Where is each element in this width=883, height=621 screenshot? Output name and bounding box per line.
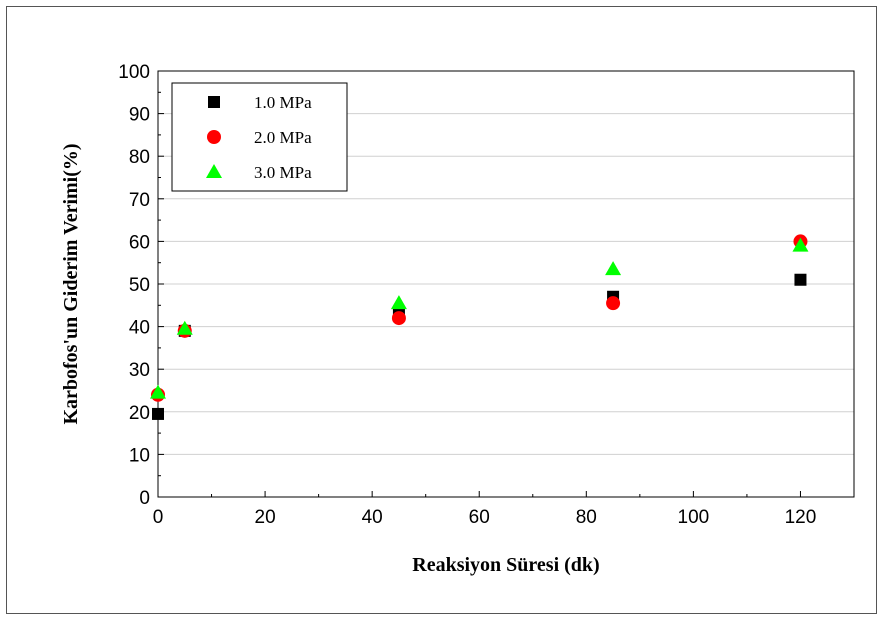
y-tick-label: 0 xyxy=(139,488,150,509)
data-points xyxy=(150,234,809,420)
legend-marker-series-3 xyxy=(206,164,222,178)
y-tick-label: 80 xyxy=(129,147,150,168)
y-tick-label: 20 xyxy=(129,403,150,424)
legend-box xyxy=(171,82,348,192)
data-point-series-3 xyxy=(792,237,809,252)
x-tick-label: 40 xyxy=(362,507,383,528)
data-point-series-1 xyxy=(152,407,164,420)
data-point-series-2 xyxy=(606,296,621,311)
data-point-series-3 xyxy=(605,261,622,276)
y-axis-title: Karbofos'un Giderim Verimi(%) xyxy=(60,143,82,424)
y-tick-label: 10 xyxy=(129,445,150,466)
gridlines xyxy=(158,113,854,455)
scatter-chart: 0 10 20 30 40 50 60 70 80 90 100 0 20 40 60 80 100 120 Re… xyxy=(60,62,855,576)
x-tick-label: 80 xyxy=(576,507,597,528)
x-tick-label: 0 xyxy=(153,507,164,528)
x-tick-label: 120 xyxy=(785,507,817,528)
legend: 1.0 MPa 2.0 MPa 3.0 MPa xyxy=(171,82,348,192)
x-axis-title: Reaksiyon Süresi (dk) xyxy=(412,554,599,576)
data-point-series-3 xyxy=(390,295,407,310)
y-tick-label: 60 xyxy=(129,232,150,253)
y-tick-label: 100 xyxy=(118,62,150,83)
x-tick-label: 100 xyxy=(678,507,710,528)
legend-label: 2.0 MPa xyxy=(254,128,312,147)
legend-marker-series-2 xyxy=(207,130,221,144)
y-tick-label: 30 xyxy=(129,360,150,381)
data-point-series-3 xyxy=(176,320,193,335)
y-tick-label: 50 xyxy=(129,275,150,296)
x-tick-label: 20 xyxy=(255,507,276,528)
data-point-series-2 xyxy=(391,311,406,326)
y-tick-label: 40 xyxy=(129,318,150,339)
axis-ticks: 0 10 20 30 40 50 60 70 80 90 100 0 20 40 60 80 100 120 xyxy=(118,62,816,528)
chart-frame: 0 10 20 30 40 50 60 70 80 90 100 0 20 40 60 80 100 120 Re… xyxy=(6,6,877,614)
legend-label: 1.0 MPa xyxy=(254,93,312,112)
y-tick-label: 70 xyxy=(129,190,150,211)
data-point-series-3 xyxy=(150,384,166,399)
x-tick-label: 60 xyxy=(469,507,490,528)
legend-label: 3.0 MPa xyxy=(254,163,312,182)
legend-marker-series-1 xyxy=(208,96,220,108)
data-point-series-1 xyxy=(794,273,807,286)
y-tick-label: 90 xyxy=(129,105,150,126)
